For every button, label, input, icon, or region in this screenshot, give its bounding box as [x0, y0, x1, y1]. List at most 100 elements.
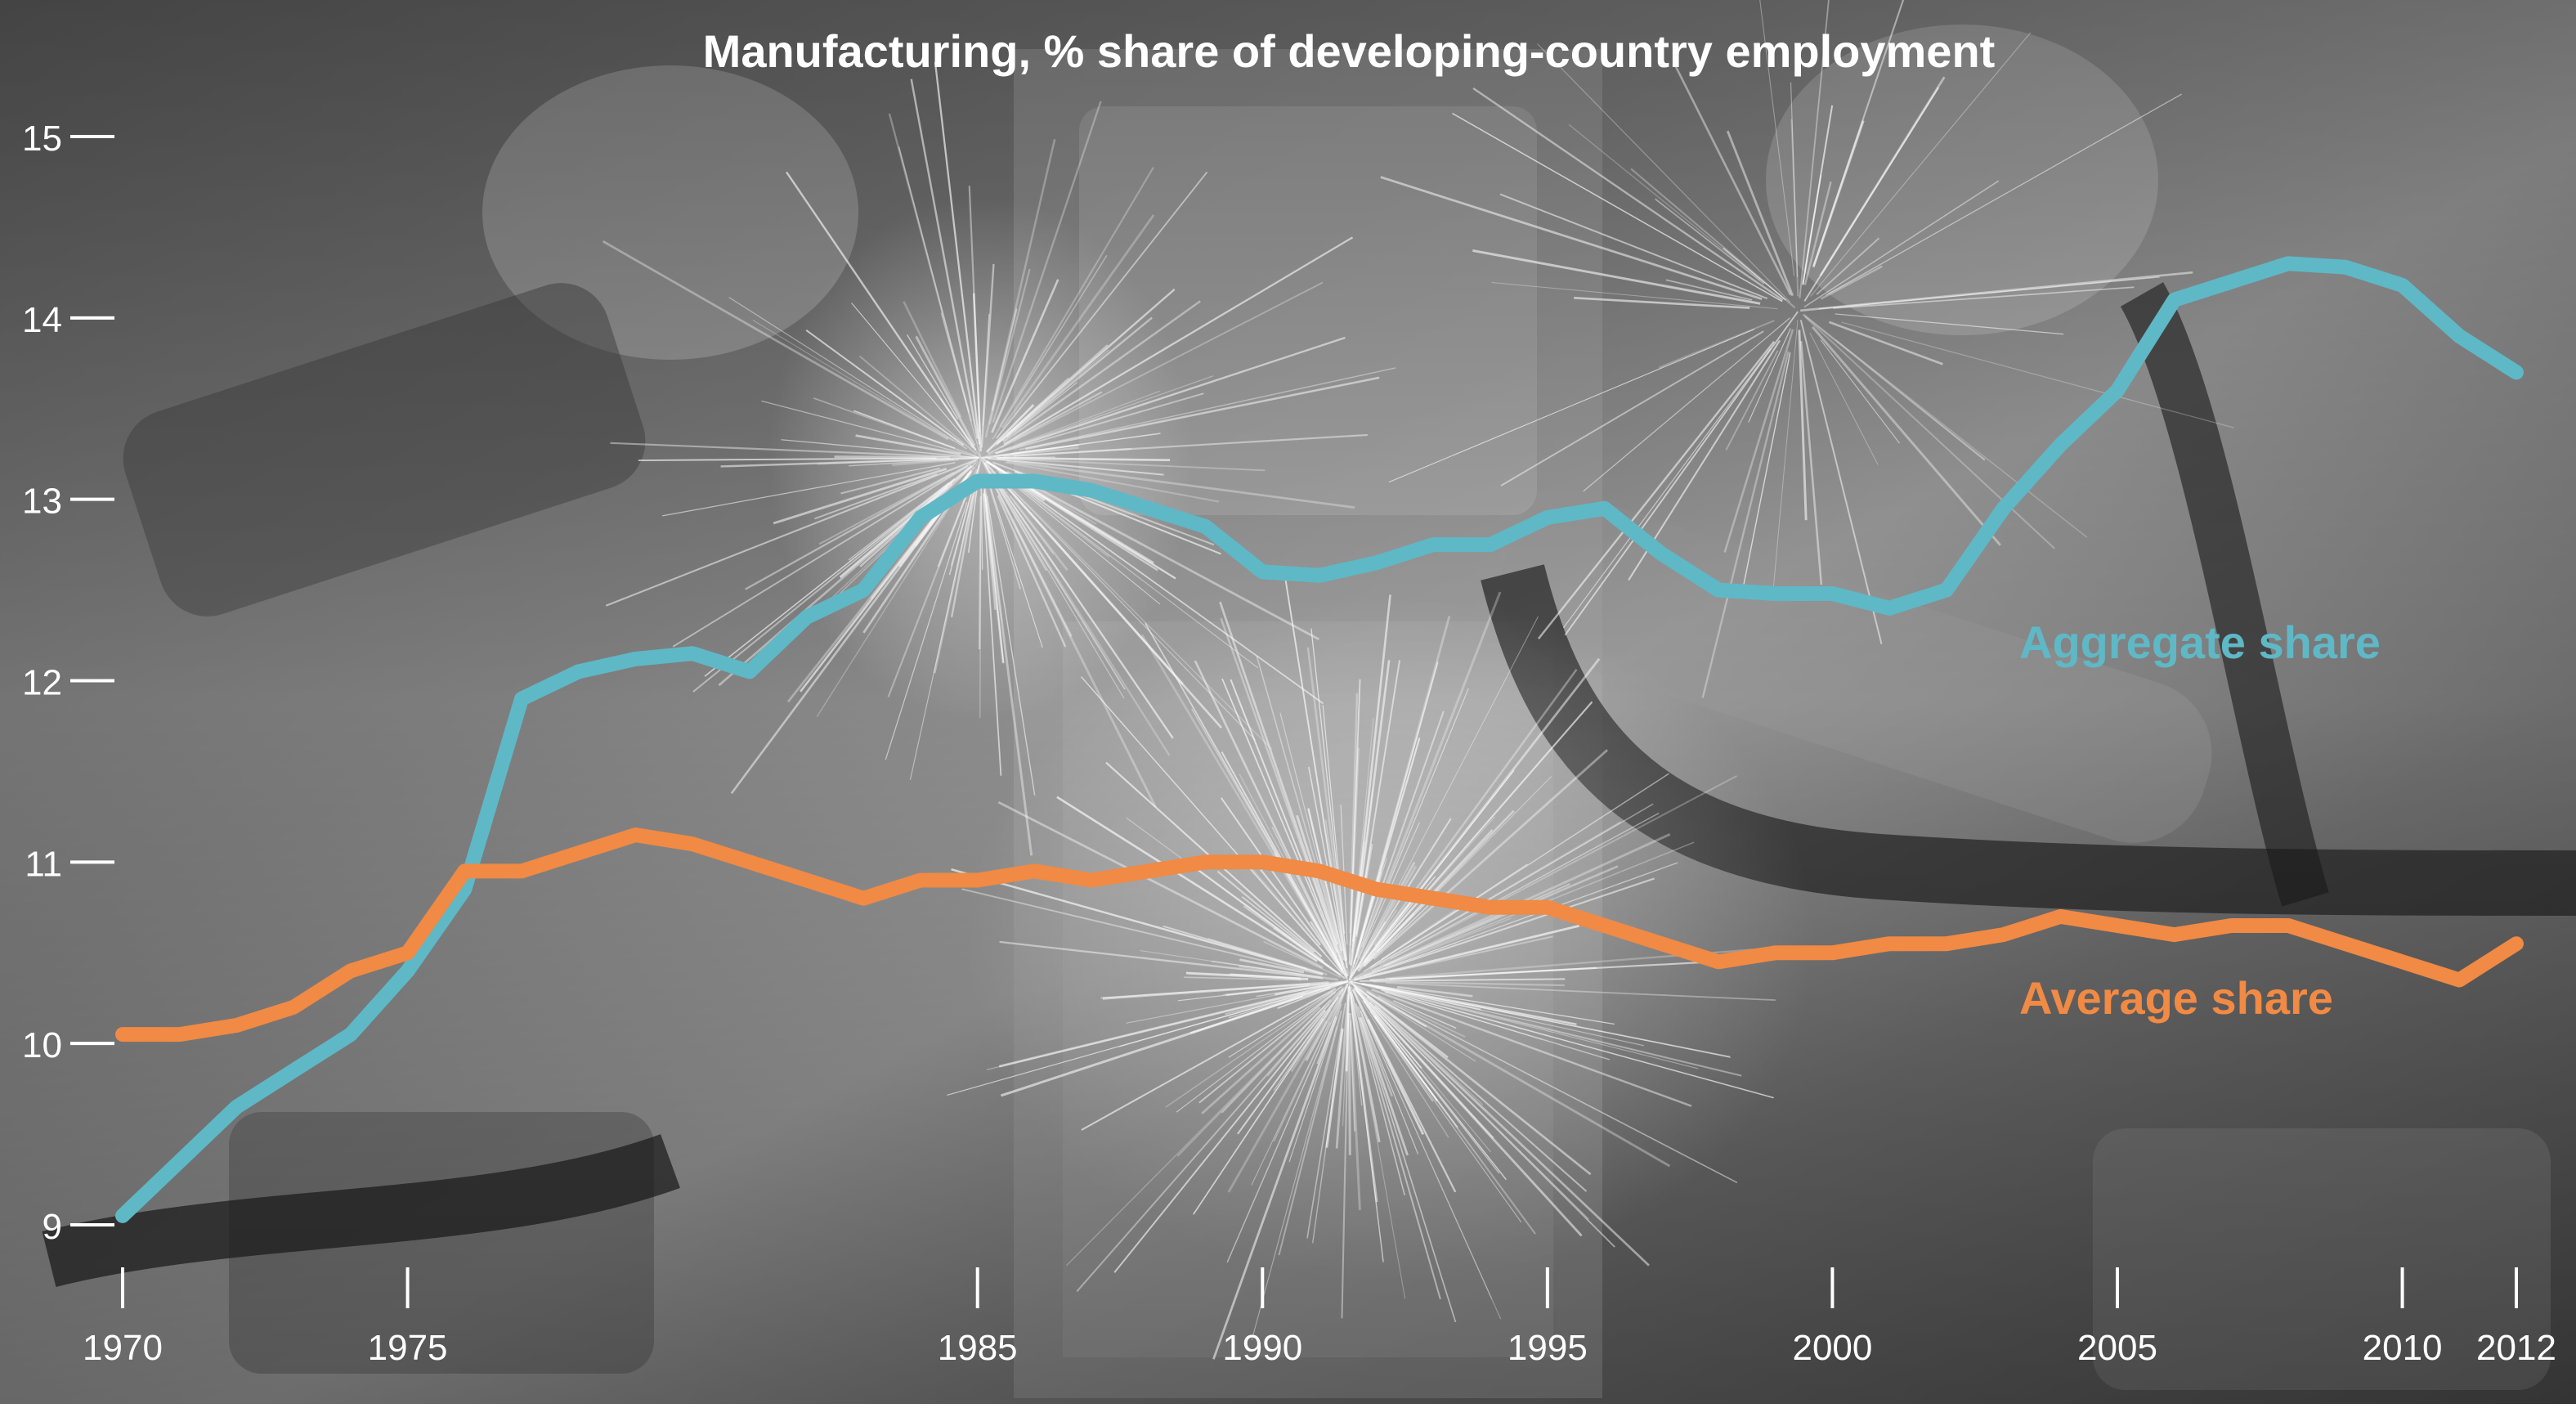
- spark-streak: [1003, 236, 1354, 446]
- data-point: [1375, 888, 1378, 891]
- x-axis: 1970 1975 1985 1990 1995 2000 2005 2010 2012: [83, 1267, 2556, 1368]
- data-point: [2287, 924, 2290, 927]
- data-point: [1489, 906, 1492, 909]
- spark-streak: [1491, 281, 1778, 310]
- spark-streak: [610, 442, 978, 459]
- spark-streak: [967, 487, 979, 553]
- data-point: [1717, 589, 1720, 592]
- y-axis: 9 10 11 12 13 14 15: [22, 119, 114, 1247]
- spark-streak: [1673, 62, 1792, 296]
- spark-streak: [1500, 330, 1764, 487]
- spark-streak: [1221, 999, 1332, 1114]
- spark-streak: [1322, 705, 1346, 934]
- spark-streak: [1382, 883, 1570, 967]
- data-point: [1147, 507, 1150, 510]
- spark-streak: [1381, 989, 1774, 1099]
- spark-streak: [1655, 198, 1765, 285]
- data-point: [2116, 924, 2119, 927]
- x-tick-label: 2000: [1792, 1328, 1872, 1368]
- spark-streak: [1360, 978, 1566, 982]
- data-point: [178, 1159, 181, 1163]
- spark-streak: [1812, 120, 1865, 268]
- data-point: [1431, 897, 1435, 900]
- spark-streak: [1366, 996, 1588, 1192]
- spark-streak: [1279, 712, 1338, 938]
- data-point: [2173, 298, 2176, 302]
- spark-streak: [1365, 1019, 1493, 1299]
- spark-streak: [1367, 993, 1476, 1062]
- spark-streak: [1317, 867, 1342, 954]
- spark-streak: [1176, 986, 1342, 1113]
- data-point: [1090, 879, 1093, 882]
- spark-streak: [1006, 460, 1355, 509]
- series-label: Average share: [2019, 972, 2333, 1024]
- spark-streak: [1307, 809, 1345, 961]
- spark-streak: [1350, 996, 1363, 1106]
- spark-streak: [1277, 980, 1349, 1009]
- spark-streak: [986, 990, 1310, 1070]
- spark-streak: [1369, 1001, 1615, 1248]
- spark-streak: [983, 488, 1033, 856]
- spark-streak: [834, 455, 951, 460]
- spark-streak: [1355, 1003, 1457, 1323]
- spark-streak: [1352, 987, 1449, 1138]
- spark-streak: [988, 268, 1031, 425]
- spark-streak: [1393, 1000, 1457, 1029]
- spark-streak: [1353, 924, 1580, 981]
- spark-streak: [1798, 330, 1808, 521]
- spark-streak: [1818, 276, 2160, 310]
- spark-streak: [1201, 1006, 1321, 1114]
- spark-streak: [1239, 958, 1305, 974]
- spark-streak: [1371, 865, 1619, 973]
- spark-streak: [1349, 1020, 1355, 1132]
- spark-streak: [940, 312, 982, 458]
- spark-streak: [1349, 1012, 1361, 1211]
- spark-streak: [1386, 982, 1776, 1002]
- spark-streak: [1066, 989, 1341, 1267]
- spark-streak: [1835, 313, 2064, 335]
- spark-streak: [1018, 375, 1214, 446]
- spark-streak: [1373, 749, 1609, 960]
- spark-streak: [1835, 339, 2088, 538]
- spark-streak: [1472, 249, 1761, 305]
- data-point: [2457, 334, 2461, 338]
- spark-streak: [1364, 769, 1515, 962]
- data-point: [1830, 592, 1834, 595]
- spark-streak: [1263, 940, 1342, 978]
- spark-streak: [1005, 461, 1220, 503]
- spark-streak: [1100, 983, 1310, 999]
- data-point: [1489, 543, 1492, 546]
- spark-streak: [910, 78, 979, 439]
- data-point: [1375, 561, 1378, 564]
- data-point: [2173, 933, 2176, 936]
- spark-streak: [1375, 985, 1481, 1011]
- spark-streak: [818, 471, 955, 545]
- spark-streak: [761, 400, 979, 458]
- spark-streak: [888, 113, 973, 422]
- spark-streak: [1271, 826, 1338, 958]
- spark-streak: [1220, 617, 1345, 966]
- spark-streak: [1472, 87, 1784, 301]
- spark-streak: [934, 457, 983, 674]
- data-point: [2287, 262, 2290, 265]
- data-point: [691, 842, 694, 845]
- spark-streak: [980, 457, 1125, 699]
- spark-streak: [1305, 982, 1349, 1061]
- spark-streak: [1025, 376, 1380, 451]
- spark-streak: [602, 240, 949, 441]
- spark-streak: [1230, 679, 1348, 976]
- spark-streak: [983, 461, 1126, 690]
- spark-streak: [1388, 329, 1755, 483]
- spark-streak: [1189, 995, 1303, 1034]
- data-point: [748, 860, 751, 863]
- spark-streak: [1251, 1025, 1337, 1340]
- spark-streak: [1803, 313, 1986, 461]
- data-point: [1660, 552, 1663, 555]
- spark-streak: [1799, 340, 1823, 585]
- spark-streak: [1198, 991, 1337, 1104]
- spark-streak: [1359, 862, 1678, 978]
- spark-streak: [855, 434, 961, 455]
- spark-streak: [988, 391, 1103, 455]
- spark-streak: [1251, 993, 1344, 1186]
- spark-streak: [1816, 237, 1880, 295]
